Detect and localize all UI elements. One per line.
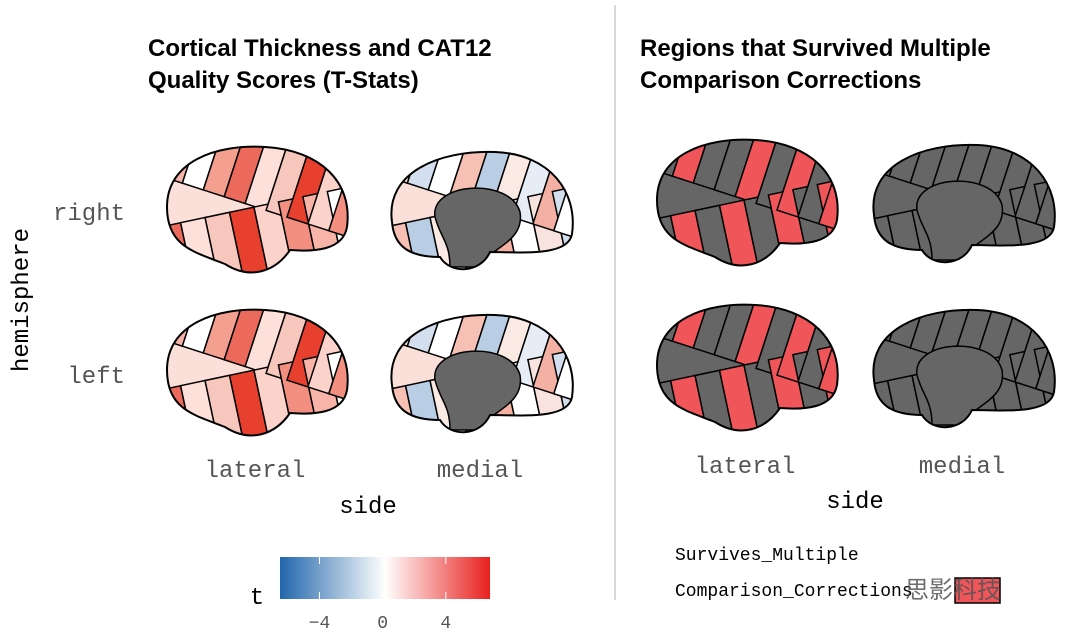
brain-outline — [390, 150, 574, 271]
brain — [655, 303, 839, 432]
brain-region — [577, 181, 617, 260]
brain-midline — [434, 350, 522, 431]
column-label: medial — [437, 458, 523, 485]
brain — [390, 150, 617, 271]
column-label: lateral — [205, 458, 306, 485]
row-label: right — [53, 201, 125, 228]
brain-regions — [657, 139, 838, 266]
brain-outline — [655, 138, 839, 267]
colorbar — [280, 557, 490, 599]
watermark: 思影科技 — [905, 576, 1001, 604]
brain-region — [577, 344, 617, 423]
brain-region — [1059, 339, 1080, 418]
brain — [165, 308, 392, 437]
brain-region — [817, 321, 838, 397]
brain-outline — [872, 308, 1056, 429]
brain-outline — [165, 308, 349, 437]
brain-regions — [167, 309, 392, 436]
brain — [872, 143, 1080, 264]
x-axis-label: side — [826, 489, 884, 516]
brain-region — [327, 163, 348, 239]
brain — [655, 138, 839, 267]
panel-title: Regions that Survived Multiple — [640, 35, 991, 62]
brain-outline — [165, 145, 349, 274]
colorbar-tick-label: −4 — [309, 614, 331, 634]
brain-midline — [916, 345, 1004, 426]
brain-region — [1034, 156, 1055, 232]
brain-regions — [391, 314, 617, 433]
y-axis-label: hemisphere — [9, 228, 36, 372]
legend-title: t — [250, 585, 264, 612]
colorbar-tick-label: 4 — [440, 614, 451, 634]
brain-region — [352, 181, 392, 260]
brain-region — [552, 163, 573, 239]
brain-region — [552, 326, 573, 402]
brain-regions — [873, 309, 1080, 428]
brain-outline — [872, 143, 1056, 264]
x-axis-label: side — [339, 494, 397, 521]
brain — [165, 145, 392, 274]
legend-title: Comparison_Corrections — [675, 582, 913, 602]
brain-regions — [873, 144, 1080, 263]
legend-title: Survives_Multiple — [675, 546, 859, 566]
colorbar-tick-label: 0 — [377, 614, 388, 634]
brain-midline — [434, 187, 522, 268]
brain-midline — [916, 180, 1004, 261]
brain-region — [327, 326, 348, 402]
panel-title: Comparison Corrections — [640, 67, 921, 94]
legend-key — [954, 577, 1001, 604]
panel-title: Quality Scores (T-Stats) — [148, 67, 419, 94]
brain-outline — [390, 313, 574, 434]
brain-region — [817, 156, 838, 232]
brain-regions — [167, 146, 392, 273]
panel-title: Cortical Thickness and CAT12 — [148, 35, 492, 62]
brain-regions — [391, 151, 617, 270]
brain — [872, 308, 1080, 429]
brain — [390, 313, 617, 434]
row-label: left — [67, 364, 125, 391]
column-label: medial — [919, 454, 1005, 481]
brain-region — [1034, 321, 1055, 397]
brain-outline — [655, 303, 839, 432]
brain-regions — [657, 304, 838, 431]
brain-region — [1059, 174, 1080, 253]
brain-region — [352, 344, 392, 423]
column-label: lateral — [695, 454, 796, 481]
